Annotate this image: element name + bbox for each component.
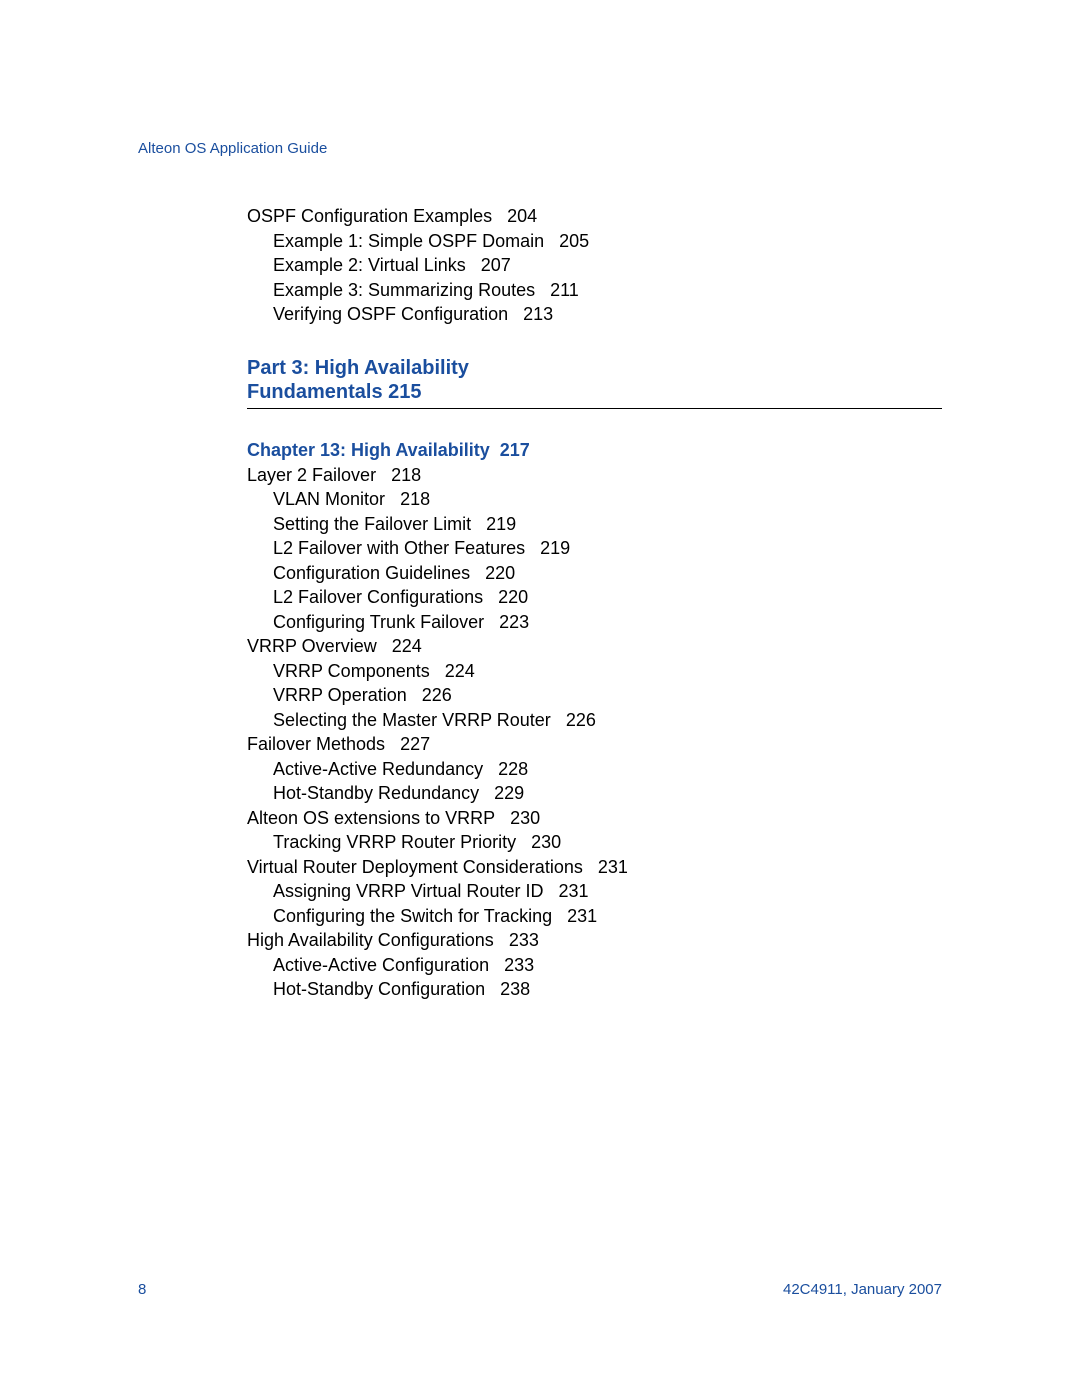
toc-entry-page: 223 <box>499 612 529 632</box>
toc-entry-page: 228 <box>498 759 528 779</box>
toc-entry-page: 205 <box>559 231 589 251</box>
toc-entry-title: Virtual Router Deployment Considerations <box>247 857 583 877</box>
toc-entry-page: 219 <box>540 538 570 558</box>
toc-entry-page: 233 <box>504 955 534 975</box>
toc-entry-title: Active-Active Configuration <box>273 955 489 975</box>
toc-entry[interactable]: Selecting the Master VRRP Router 226 <box>273 709 942 732</box>
toc-entry-title: VRRP Overview <box>247 636 377 656</box>
toc-entry-title: Layer 2 Failover <box>247 465 376 485</box>
toc-entry[interactable]: Configuration Guidelines 220 <box>273 562 942 585</box>
toc-entry-page: 231 <box>558 881 588 901</box>
toc-section-ha: Layer 2 Failover 218VLAN Monitor 218Sett… <box>247 464 942 1001</box>
toc-entry[interactable]: L2 Failover with Other Features 219 <box>273 537 942 560</box>
toc-entry[interactable]: Assigning VRRP Virtual Router ID 231 <box>273 880 942 903</box>
toc-entry-title: Setting the Failover Limit <box>273 514 471 534</box>
toc-entry[interactable]: Example 2: Virtual Links 207 <box>273 254 942 277</box>
toc-entry-page: 226 <box>566 710 596 730</box>
page-header: Alteon OS Application Guide <box>138 140 942 157</box>
page-number: 8 <box>138 1281 146 1298</box>
toc-entry[interactable]: Active-Active Configuration 233 <box>273 954 942 977</box>
toc-entry-title: VLAN Monitor <box>273 489 385 509</box>
toc-entry[interactable]: Alteon OS extensions to VRRP 230 <box>247 807 942 830</box>
toc-entry[interactable]: Hot-Standby Redundancy 229 <box>273 782 942 805</box>
toc-section-ospf: OSPF Configuration Examples 204Example 1… <box>247 205 942 326</box>
part-divider <box>247 408 942 409</box>
chapter-title: Chapter 13: High Availability <box>247 440 490 460</box>
toc-entry-page: 220 <box>498 587 528 607</box>
toc-entry-title: Selecting the Master VRRP Router <box>273 710 551 730</box>
toc-entry[interactable]: OSPF Configuration Examples 204 <box>247 205 942 228</box>
toc-entry-page: 238 <box>500 979 530 999</box>
toc-entry[interactable]: Hot-Standby Configuration 238 <box>273 978 942 1001</box>
toc-entry[interactable]: VLAN Monitor 218 <box>273 488 942 511</box>
toc-entry-page: 220 <box>485 563 515 583</box>
toc-entry-page: 230 <box>531 832 561 852</box>
toc-entry-page: 219 <box>486 514 516 534</box>
toc-entry-title: Failover Methods <box>247 734 385 754</box>
toc-entry-page: 227 <box>400 734 430 754</box>
toc-entry-page: 204 <box>507 206 537 226</box>
doc-reference: 42C4911, January 2007 <box>783 1281 942 1298</box>
page-footer: 8 42C4911, January 2007 <box>138 1281 942 1298</box>
toc-entry[interactable]: VRRP Overview 224 <box>247 635 942 658</box>
toc-entry-title: High Availability Configurations <box>247 930 494 950</box>
toc-entry-title: L2 Failover with Other Features <box>273 538 525 558</box>
toc-entry[interactable]: Example 3: Summarizing Routes 211 <box>273 279 942 302</box>
toc-entry[interactable]: Virtual Router Deployment Considerations… <box>247 856 942 879</box>
chapter-heading[interactable]: Chapter 13: High Availability 217 <box>247 439 942 462</box>
toc-entry-title: VRRP Operation <box>273 685 407 705</box>
toc-entry-title: Alteon OS extensions to VRRP <box>247 808 495 828</box>
toc-entry-title: Example 2: Virtual Links <box>273 255 466 275</box>
toc-entry-page: 218 <box>391 465 421 485</box>
page-container: Alteon OS Application Guide OSPF Configu… <box>0 0 1080 1001</box>
part-heading[interactable]: Part 3: High Availability Fundamentals 2… <box>247 356 942 405</box>
toc-entry[interactable]: L2 Failover Configurations 220 <box>273 586 942 609</box>
toc-entry-page: 211 <box>550 280 579 300</box>
toc-entry-page: 213 <box>523 304 553 324</box>
toc-entry[interactable]: Verifying OSPF Configuration 213 <box>273 303 942 326</box>
toc-entry-title: Example 3: Summarizing Routes <box>273 280 535 300</box>
toc-entry-title: Assigning VRRP Virtual Router ID <box>273 881 543 901</box>
toc-entry-page: 226 <box>422 685 452 705</box>
toc-entry[interactable]: Active-Active Redundancy 228 <box>273 758 942 781</box>
toc-entry-title: Verifying OSPF Configuration <box>273 304 508 324</box>
toc-entry-title: Hot-Standby Redundancy <box>273 783 479 803</box>
toc-entry-page: 224 <box>392 636 422 656</box>
toc-entry[interactable]: Layer 2 Failover 218 <box>247 464 942 487</box>
toc-entry[interactable]: VRRP Operation 226 <box>273 684 942 707</box>
toc-entry[interactable]: Tracking VRRP Router Priority 230 <box>273 831 942 854</box>
toc-entry[interactable]: Configuring the Switch for Tracking 231 <box>273 905 942 928</box>
toc-entry-title: Active-Active Redundancy <box>273 759 483 779</box>
toc-entry-title: VRRP Components <box>273 661 430 681</box>
toc-entry-page: 230 <box>510 808 540 828</box>
part-heading-line2: Fundamentals 215 <box>247 380 942 404</box>
toc-entry-title: Configuring Trunk Failover <box>273 612 484 632</box>
toc-entry-title: Configuring the Switch for Tracking <box>273 906 552 926</box>
toc-entry-title: OSPF Configuration Examples <box>247 206 492 226</box>
toc-entry-page: 218 <box>400 489 430 509</box>
toc-entry[interactable]: VRRP Components 224 <box>273 660 942 683</box>
toc-entry[interactable]: Example 1: Simple OSPF Domain 205 <box>273 230 942 253</box>
toc-entry-title: L2 Failover Configurations <box>273 587 483 607</box>
toc-content: OSPF Configuration Examples 204Example 1… <box>247 205 942 1001</box>
toc-entry-page: 231 <box>598 857 628 877</box>
toc-entry-title: Example 1: Simple OSPF Domain <box>273 231 544 251</box>
toc-entry-page: 224 <box>445 661 475 681</box>
toc-entry[interactable]: Failover Methods 227 <box>247 733 942 756</box>
chapter-page: 217 <box>500 440 530 460</box>
toc-entry[interactable]: Configuring Trunk Failover 223 <box>273 611 942 634</box>
toc-entry-page: 231 <box>567 906 597 926</box>
toc-entry-page: 229 <box>494 783 524 803</box>
toc-entry-page: 207 <box>481 255 511 275</box>
toc-entry-title: Tracking VRRP Router Priority <box>273 832 516 852</box>
toc-entry-title: Hot-Standby Configuration <box>273 979 485 999</box>
toc-entry-page: 233 <box>509 930 539 950</box>
toc-entry[interactable]: High Availability Configurations 233 <box>247 929 942 952</box>
part-heading-line1: Part 3: High Availability <box>247 356 942 380</box>
toc-entry-title: Configuration Guidelines <box>273 563 470 583</box>
toc-entry[interactable]: Setting the Failover Limit 219 <box>273 513 942 536</box>
